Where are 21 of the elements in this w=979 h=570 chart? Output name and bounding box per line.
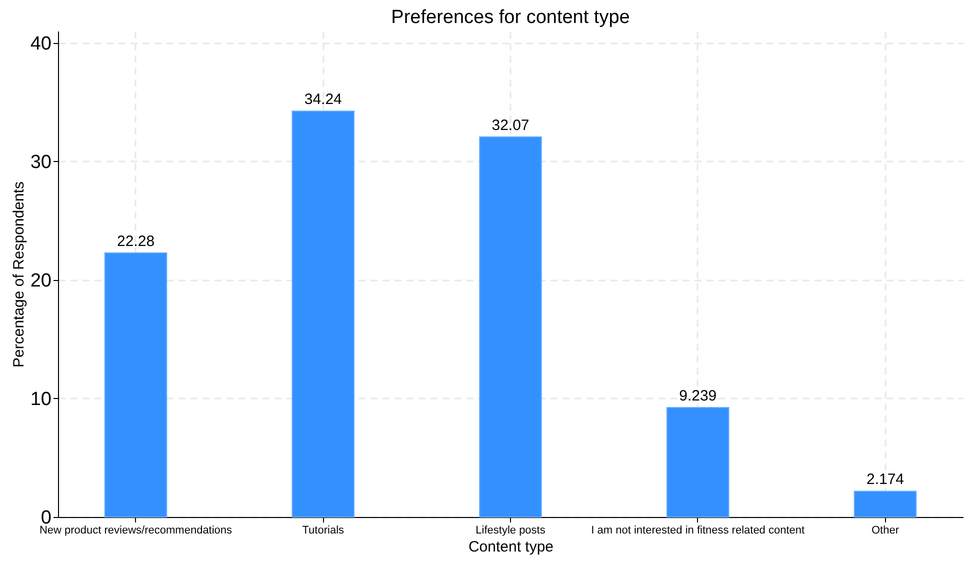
x-axis-title: Content type <box>468 538 554 556</box>
x-tick-label: I am not interested in fitness related content <box>591 524 805 536</box>
data-label: 2.174 <box>866 471 904 488</box>
bar <box>292 110 355 518</box>
x-tick-label: Other <box>871 524 900 536</box>
data-label: 9.239 <box>679 387 717 404</box>
y-tick-label: 30 <box>30 152 52 173</box>
data-label: 34.24 <box>304 91 342 108</box>
chart-title: Preferences for content type <box>391 7 630 28</box>
data-label: 22.28 <box>116 232 155 250</box>
y-axis-title: Percentage of Respondents <box>10 182 28 368</box>
y-tick-label: 40 <box>30 33 52 54</box>
bar <box>104 252 168 518</box>
x-tick-label: Lifestyle posts <box>476 524 546 536</box>
bar <box>854 490 917 518</box>
x-tick-label: Tutorials <box>302 524 345 536</box>
y-tick-label: 10 <box>30 388 52 410</box>
bar <box>479 136 542 518</box>
data-label: 32.07 <box>492 116 530 134</box>
bar <box>666 406 730 518</box>
y-tick-label: 20 <box>30 270 52 292</box>
